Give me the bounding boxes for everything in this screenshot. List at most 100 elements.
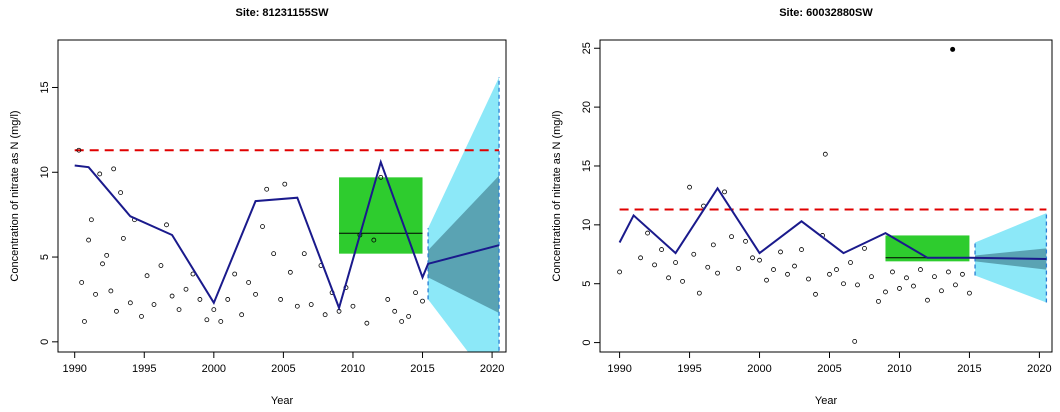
data-point xyxy=(93,291,98,297)
x-tick-label: 2020 xyxy=(1027,363,1051,375)
data-point xyxy=(308,302,314,307)
data-point xyxy=(287,269,293,275)
data-point xyxy=(100,261,105,267)
data-point xyxy=(799,247,804,252)
data-point xyxy=(722,189,727,195)
x-tick-label: 1995 xyxy=(677,363,701,375)
data-point xyxy=(282,181,288,187)
data-point xyxy=(127,300,133,306)
data-point xyxy=(114,308,119,314)
data-point xyxy=(696,290,702,296)
data-point xyxy=(82,319,87,324)
data-point xyxy=(687,184,692,190)
data-point xyxy=(883,289,888,295)
data-point xyxy=(139,313,144,319)
data-point xyxy=(729,234,734,240)
y-tick-label: 0 xyxy=(39,339,51,345)
data-point xyxy=(88,217,94,223)
data-point xyxy=(852,339,858,344)
data-point xyxy=(86,237,92,243)
y-tick-label: 15 xyxy=(581,160,593,172)
data-point xyxy=(946,269,951,275)
data-point xyxy=(364,320,370,326)
y-axis-label: Concentration of nitrate as N (mg/l) xyxy=(9,110,21,281)
data-point xyxy=(890,269,895,275)
data-point xyxy=(680,278,685,284)
plot-frame xyxy=(57,39,507,353)
data-point xyxy=(211,307,217,313)
data-point xyxy=(659,247,664,252)
forecast-inner xyxy=(428,175,500,313)
data-point xyxy=(967,290,972,296)
data-point xyxy=(420,298,425,304)
data-point xyxy=(264,186,270,192)
y-tick-label: 10 xyxy=(39,166,51,178)
data-point xyxy=(151,302,157,307)
x-tick-label: 1990 xyxy=(607,363,631,375)
data-point xyxy=(876,298,881,304)
data-point xyxy=(197,297,203,302)
y-axis-label: Concentration of nitrate as N (mg/l) xyxy=(551,110,563,281)
panel: Site: 60032880SW Year Concentration of nit… xyxy=(551,7,1053,407)
data-point xyxy=(705,264,711,270)
data-point xyxy=(764,277,769,283)
plot-area xyxy=(74,77,500,352)
data-point xyxy=(158,263,164,268)
data-point xyxy=(120,235,126,241)
x-axis-label: Year xyxy=(271,395,294,407)
data-point xyxy=(710,242,716,248)
data-point xyxy=(104,252,110,258)
data-point xyxy=(271,251,277,257)
data-point xyxy=(164,222,169,228)
x-tick-label: 2020 xyxy=(480,363,504,375)
x-tick-label: 1990 xyxy=(62,363,86,375)
x-tick-label: 2010 xyxy=(887,363,911,375)
data-point xyxy=(691,251,697,257)
data-point xyxy=(841,281,846,287)
data-point xyxy=(750,255,755,261)
y-tick-label: 0 xyxy=(581,340,593,346)
data-point xyxy=(960,271,965,277)
data-point xyxy=(822,151,828,157)
data-point xyxy=(176,307,182,313)
data-point xyxy=(834,267,839,272)
data-point xyxy=(232,271,238,277)
data-point xyxy=(239,312,245,318)
x-tick-label: 2015 xyxy=(410,363,434,375)
data-point xyxy=(869,274,874,280)
data-point xyxy=(144,273,150,279)
data-point xyxy=(371,237,377,243)
data-point xyxy=(225,297,231,302)
data-point xyxy=(204,317,210,323)
data-point xyxy=(253,291,258,297)
y-tick-label: 15 xyxy=(39,81,51,93)
data-point xyxy=(925,297,930,303)
data-point xyxy=(904,275,909,281)
data-point xyxy=(169,293,175,299)
y-tick-label: 25 xyxy=(581,42,593,54)
data-point xyxy=(638,255,643,261)
data-point xyxy=(813,291,818,297)
y-tick-label: 10 xyxy=(581,219,593,231)
x-tick-label: 2000 xyxy=(202,363,226,375)
data-point xyxy=(111,166,117,172)
panel: Site: 81231155SW Year Concentration of nit… xyxy=(9,7,507,407)
y-tick-label: 20 xyxy=(581,101,593,113)
data-point xyxy=(79,280,85,285)
data-point xyxy=(385,297,391,302)
data-point xyxy=(806,276,811,282)
data-point xyxy=(278,297,284,302)
x-tick-label: 2005 xyxy=(271,363,295,375)
data-point xyxy=(715,270,720,276)
y-tick-label: 5 xyxy=(39,254,51,260)
data-point xyxy=(246,280,252,285)
chart-title: Site: 81231155SW xyxy=(236,7,330,19)
data-point xyxy=(736,266,741,271)
data-point xyxy=(617,269,622,275)
data-point xyxy=(771,267,776,272)
data-point xyxy=(76,147,82,153)
data-point xyxy=(399,319,405,324)
data-point xyxy=(932,274,937,280)
data-point xyxy=(350,303,356,309)
